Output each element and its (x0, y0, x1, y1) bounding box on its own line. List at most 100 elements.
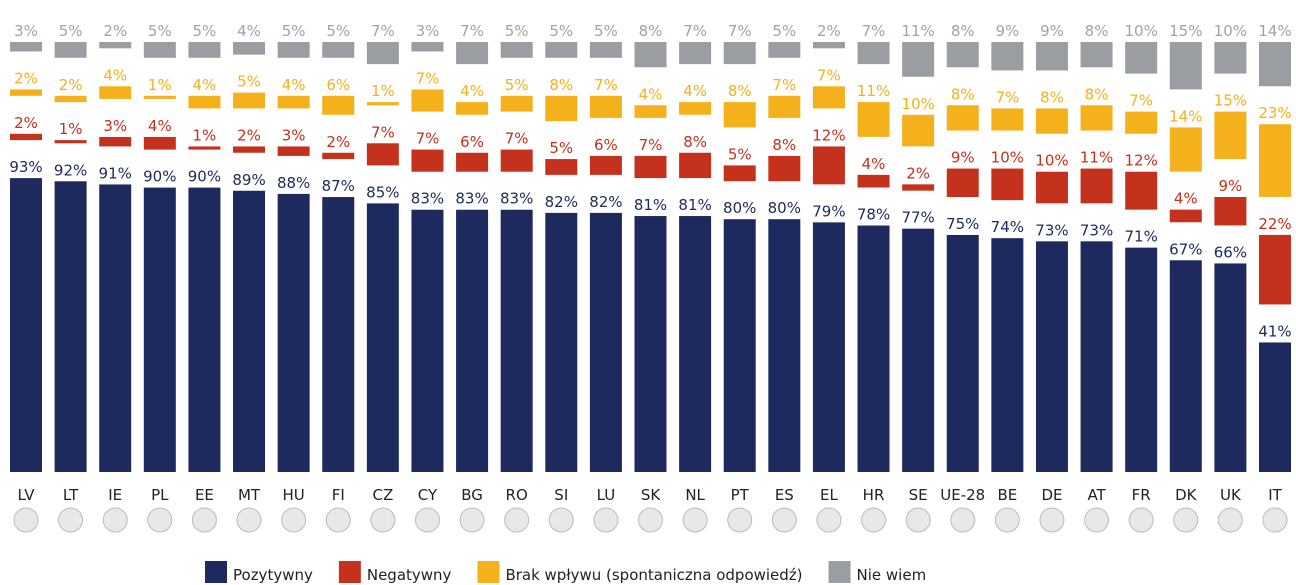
legend-swatch (338, 561, 361, 583)
bar-segment (1035, 108, 1068, 134)
bar-segment (233, 92, 266, 109)
bar-segment (857, 225, 890, 472)
flag-icon (1217, 507, 1243, 533)
value-label: 82% (545, 193, 578, 211)
bar-segment (1259, 124, 1291, 197)
bar-segment (411, 149, 444, 172)
x-tick-label: BE (997, 486, 1017, 504)
x-tick-label: EE (195, 486, 214, 504)
value-label: 8% (1085, 22, 1109, 40)
bar-segment (991, 168, 1024, 201)
value-label: 11% (901, 22, 934, 40)
bar-segment (1259, 234, 1291, 305)
bar-segment (188, 95, 221, 109)
x-tick-label: BG (461, 486, 483, 504)
flag-icon (102, 507, 128, 533)
bar-segment (723, 42, 756, 65)
bar-segment (857, 174, 890, 188)
x-tick-label: ES (775, 486, 794, 504)
bar-segment (366, 42, 399, 65)
value-label: 5% (549, 22, 573, 40)
x-tick-label: PL (151, 486, 169, 504)
bar-segment (946, 42, 979, 68)
value-label: 4% (639, 85, 663, 103)
bar-segment (545, 42, 578, 58)
bar-segment (812, 86, 845, 109)
bar-segment (456, 102, 489, 115)
bar-segment (902, 114, 935, 147)
bar-segment (1169, 127, 1202, 172)
bar-segment (322, 42, 355, 58)
value-label: 77% (901, 209, 934, 227)
bar-segment (10, 89, 42, 96)
value-label: 7% (371, 123, 395, 141)
value-label: 7% (772, 76, 796, 94)
x-tick-label: NL (685, 486, 705, 504)
value-label: 4% (683, 82, 707, 100)
value-label: 10% (901, 95, 934, 113)
bar-segment (857, 102, 890, 137)
bar-segment (1169, 209, 1202, 223)
value-label: 1% (193, 126, 217, 144)
value-label: 81% (678, 196, 711, 214)
bar-segment (322, 152, 355, 160)
flag-icon (905, 507, 931, 533)
x-tick-label: SE (909, 486, 928, 504)
x-tick-label: CY (418, 486, 438, 504)
value-label: 90% (188, 168, 221, 186)
bar-segment (634, 105, 667, 118)
legend-swatch (477, 561, 500, 583)
value-label: 87% (322, 177, 355, 195)
bar-segment (902, 42, 935, 77)
bar-segment (1169, 260, 1202, 472)
value-label: 4% (237, 22, 261, 40)
value-label: 73% (1080, 221, 1113, 239)
bar-segment (143, 95, 176, 99)
bar-segment (902, 184, 935, 191)
value-label: 90% (143, 168, 176, 186)
value-label: 2% (906, 164, 930, 182)
bar-segment (1080, 105, 1113, 131)
bar-segment (277, 95, 310, 109)
value-label: 2% (103, 22, 127, 40)
x-tick-label: AT (1087, 486, 1106, 504)
bar-segment (456, 152, 489, 172)
bar-segment (233, 190, 266, 472)
bar-segment (54, 95, 87, 103)
bar-segment (545, 95, 578, 122)
value-label: 79% (812, 202, 845, 220)
bar-segment (10, 133, 42, 141)
bar-segment (634, 216, 667, 472)
bar-segment (902, 228, 935, 472)
bar-segment (500, 149, 533, 172)
bar-segment (233, 42, 266, 55)
value-label: 82% (589, 193, 622, 211)
x-tick-label: SI (554, 486, 568, 504)
legend-swatch (205, 561, 227, 583)
bar-segment (991, 238, 1024, 472)
bar-segment (1080, 241, 1113, 472)
bar-segment (500, 95, 533, 112)
value-label: 7% (1129, 92, 1153, 110)
flag-icon (771, 507, 797, 533)
value-label: 10% (1125, 22, 1158, 40)
value-label: 5% (728, 145, 752, 163)
value-label: 7% (639, 136, 663, 154)
value-label: 83% (455, 190, 488, 208)
flag-icon (1128, 507, 1154, 533)
value-label: 6% (460, 133, 484, 151)
flag-icon (13, 507, 39, 533)
value-label: 12% (812, 126, 845, 144)
value-label: 4% (460, 82, 484, 100)
bar-segment (946, 235, 979, 472)
bar-segment (1214, 42, 1247, 74)
bar-segment (366, 203, 399, 472)
value-label: 7% (995, 88, 1019, 106)
bar-segment (589, 95, 622, 118)
value-label: 5% (505, 22, 529, 40)
value-label: 88% (277, 174, 310, 192)
bar-segment (768, 42, 801, 58)
x-tick-label: FI (332, 486, 345, 504)
flag-icon (1039, 507, 1065, 533)
value-label: 11% (857, 82, 890, 100)
